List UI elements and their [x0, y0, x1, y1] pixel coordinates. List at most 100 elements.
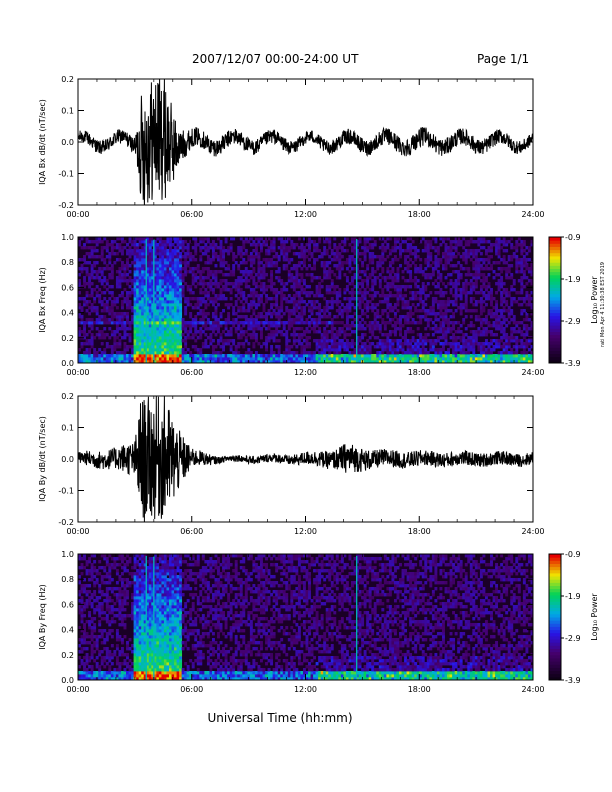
heat-cell — [510, 258, 514, 262]
heat-cell — [108, 285, 112, 289]
heat-cell — [333, 291, 337, 295]
heat-cell — [174, 330, 177, 334]
heat-cell — [313, 324, 317, 328]
heat-cell — [196, 357, 200, 361]
heat-cell — [171, 333, 175, 337]
heat-cell — [444, 336, 448, 340]
heat-cell — [169, 342, 172, 346]
heat-cell — [108, 318, 112, 322]
colorbar-swatch — [549, 259, 561, 263]
heat-cell — [232, 252, 236, 256]
heat-cell — [224, 279, 228, 283]
heat-cell — [308, 294, 311, 298]
heat-cell — [156, 321, 160, 325]
heat-cell — [439, 336, 443, 340]
heat-cell — [419, 357, 423, 361]
heat-cell — [201, 360, 205, 364]
heat-cell — [421, 360, 425, 364]
heat-cell — [153, 279, 157, 283]
heat-cell — [257, 267, 261, 271]
heat-cell — [338, 291, 342, 295]
heat-cell — [421, 351, 425, 355]
heat-cell — [447, 327, 450, 331]
heat-cell — [495, 333, 499, 337]
heat-cell — [436, 252, 440, 256]
heat-cell — [462, 354, 466, 358]
heat-cell — [484, 339, 488, 343]
heat-cell — [295, 282, 299, 286]
heat-cell — [490, 315, 493, 319]
heat-cell — [378, 255, 382, 259]
heat-cell — [176, 297, 180, 301]
heat-cell — [310, 255, 314, 259]
heat-cell — [335, 294, 339, 298]
colorbar-swatch — [549, 287, 561, 292]
heat-cell — [219, 351, 223, 355]
heat-cell — [260, 246, 263, 250]
heat-cell — [126, 348, 129, 352]
heat-cell — [313, 318, 317, 322]
heat-cell — [358, 354, 362, 358]
heat-cell — [323, 312, 327, 316]
heat-cell — [176, 258, 180, 262]
heat-cell — [510, 333, 514, 337]
heat-cell — [335, 303, 339, 307]
heat-cell — [363, 291, 367, 295]
heat-cell — [287, 273, 291, 277]
heat-cell — [484, 351, 488, 355]
heat-cell — [93, 249, 97, 253]
heat-cell — [396, 348, 400, 352]
heat-cell — [348, 300, 352, 304]
heat-cell — [191, 306, 195, 310]
heat-cell — [373, 243, 377, 247]
heat-cell — [290, 357, 294, 361]
heat-cell — [83, 261, 86, 265]
heat-cell — [249, 318, 253, 322]
heat-cell — [143, 267, 147, 271]
heat-cell — [143, 252, 147, 256]
heat-cell — [290, 297, 294, 301]
heat-cell — [353, 252, 357, 256]
heat-cell — [260, 285, 263, 289]
heat-cell — [462, 255, 466, 259]
heat-cell — [396, 237, 400, 241]
heat-cell — [272, 237, 276, 241]
heat-cell — [100, 255, 104, 259]
heat-cell — [439, 354, 443, 358]
heat-cell — [199, 255, 203, 259]
heat-cell — [209, 324, 213, 328]
heat-cell — [151, 276, 155, 280]
heat-cell — [219, 333, 223, 337]
heat-cell — [356, 252, 359, 256]
heat-cell — [166, 333, 170, 337]
heat-cell — [436, 357, 440, 361]
heat-cell — [409, 264, 413, 268]
heat-cell — [262, 354, 266, 358]
heat-cell — [232, 264, 236, 268]
heat-cell — [118, 243, 122, 247]
heat-cell — [237, 345, 241, 349]
y-axis-label: IQA Bx dB/dt (nT/sec) — [38, 99, 47, 185]
heat-cell — [424, 240, 428, 244]
heat-cell — [161, 279, 165, 283]
heat-cell — [335, 297, 339, 301]
heat-cell — [484, 321, 488, 325]
heat-cell — [176, 327, 180, 331]
heat-cell — [328, 321, 332, 325]
heat-cell — [497, 318, 501, 322]
heat-cell — [179, 297, 183, 301]
heat-cell — [206, 237, 210, 241]
heat-cell — [447, 303, 450, 307]
heat-cell — [353, 330, 357, 334]
heat-cell — [156, 303, 160, 307]
heat-cell — [442, 240, 445, 244]
heat-cell — [358, 306, 362, 310]
heat-cell — [416, 354, 420, 358]
heat-cell — [244, 270, 248, 274]
heat-cell — [214, 276, 218, 280]
heat-cell — [492, 297, 496, 301]
heat-cell — [442, 327, 445, 331]
heat-cell — [484, 357, 488, 361]
heat-cell — [411, 246, 415, 250]
heat-cell — [151, 297, 155, 301]
